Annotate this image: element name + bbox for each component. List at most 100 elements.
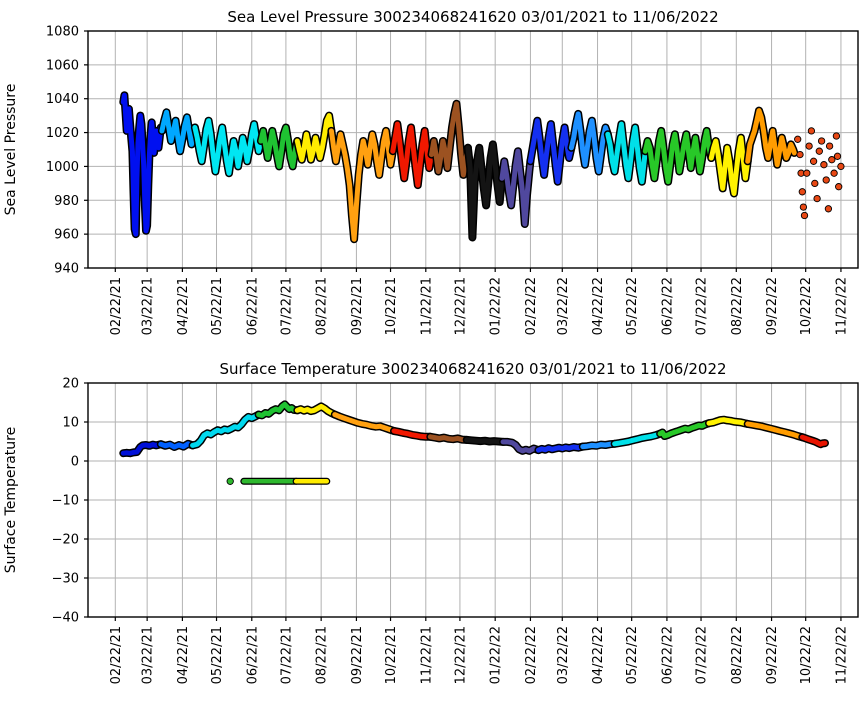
x-tick-label: 05/22/21 (210, 626, 225, 684)
series-segment-aug-2022 (706, 417, 751, 427)
data-point-oct-nov-2022-sparse (796, 150, 804, 159)
series-segment-jun-jul-2022 (642, 128, 714, 185)
series-segment-mar-2021 (120, 441, 164, 456)
series-segment-may-2022 (605, 121, 648, 185)
y-tick-label: −10 (52, 494, 79, 509)
y-tick-label: −30 (52, 572, 79, 587)
data-point-oct-nov-2022-sparse (824, 205, 833, 213)
series-segment-feb-2022 (500, 439, 541, 454)
series-segment-apr-2022 (580, 441, 618, 450)
y-tick-label: 1040 (46, 92, 79, 107)
series-segment-sep-oct-2021 (332, 412, 397, 434)
x-tick-label: 02/22/21 (109, 277, 124, 335)
data-point-oct-nov-2022-sparse (832, 132, 841, 140)
data-point-oct-nov-2022-sparse (807, 127, 816, 135)
series-segment-sep-oct-2021 (328, 128, 396, 242)
x-tick-label: 08/22/21 (315, 626, 330, 684)
data-point-flat-minus5-lone-dot (226, 477, 234, 485)
data-point-oct-nov-2022-sparse (811, 179, 819, 188)
series-segment-mar-2022 (527, 118, 574, 185)
chart-title: Surface Temperature 300234068241620 03/0… (219, 360, 726, 378)
series-segment-aug-2021 (294, 403, 338, 418)
data-point-oct-nov-2022-sparse (799, 203, 808, 211)
y-tick-label: 940 (54, 262, 79, 277)
y-tick-label: −20 (52, 533, 79, 548)
y-tick-label: 10 (62, 416, 79, 431)
x-tick-label: 08/22/22 (730, 626, 745, 684)
y-tick-label: 0 (71, 455, 79, 470)
x-tick-label: 02/22/21 (109, 626, 124, 684)
series-segment-jul-2021 (258, 125, 300, 169)
x-tick-label: 12/22/21 (453, 626, 468, 684)
x-tick-label: 11/22/22 (834, 626, 849, 684)
series-segment-may-2022 (612, 431, 663, 447)
x-tick-label: 04/22/21 (176, 626, 191, 684)
y-tick-label: 960 (54, 228, 79, 243)
chart-title: Sea Level Pressure 300234068241620 03/01… (227, 8, 718, 26)
x-tick-label: 06/22/22 (660, 277, 675, 335)
y-tick-label: 1060 (46, 58, 79, 73)
data-point-oct-nov-2022-sparse (813, 194, 821, 203)
data-point-oct-nov-2022-sparse (800, 211, 809, 220)
chart-sea-level-pressure: 940 960 980 1000 1020 1040 1060 1080 02/22/21 03/… (3, 8, 859, 335)
x-tick-label: 04/22/21 (176, 277, 191, 335)
x-tick-label: 12/22/21 (453, 277, 468, 335)
series-segment-dec-2021 (427, 434, 470, 443)
series-segment-apr-2021 (158, 441, 196, 450)
x-tick-label: 08/22/22 (730, 277, 745, 335)
y-tick-label: −40 (52, 611, 79, 626)
series-segment-mar-2022 (535, 444, 586, 453)
x-tick-label: 05/22/22 (625, 277, 640, 335)
data-point-oct-nov-2022-sparse (828, 156, 836, 164)
series-segment-mar-2021 (120, 92, 165, 237)
series-segment-jul-2021 (256, 401, 300, 418)
y-tick-label: 1020 (46, 126, 79, 141)
y-tick-label: 1000 (46, 160, 79, 175)
x-tick-label: 01/22/22 (489, 277, 504, 335)
data-point-oct-nov-2022-sparse (825, 142, 834, 150)
x-tick-label: 02/22/22 (524, 277, 539, 335)
x-tick-label: 07/22/22 (695, 277, 710, 335)
data-point-oct-nov-2022-sparse (822, 176, 830, 184)
data-point-oct-nov-2022-sparse (809, 157, 818, 165)
data-point-oct-nov-2022-sparse (815, 147, 823, 155)
series-segment-jun-jul-2022 (657, 420, 712, 439)
series-segment-aug-2022 (708, 135, 751, 196)
plot-frame (87, 30, 859, 269)
series-segment-dec-2021 (429, 101, 471, 178)
series-segment-jan-2022 (464, 437, 506, 445)
data-point-oct-nov-2022-sparse (833, 152, 842, 160)
series-segment-oct-nov-2022 (799, 434, 828, 447)
x-tick-label: 11/22/22 (834, 277, 849, 335)
x-tick-label: 03/22/21 (141, 277, 156, 335)
series-segment-apr-2022 (568, 111, 611, 174)
data-point-oct-nov-2022-sparse (798, 188, 806, 196)
series-segment-oct-nov-2021 (390, 121, 434, 188)
x-tick-label: 09/22/22 (765, 626, 780, 684)
x-tick-label: 07/22/21 (279, 277, 294, 335)
series-segment-feb-2022 (499, 148, 533, 227)
x-tick-label: 05/22/22 (625, 626, 640, 684)
series-segment-apr-2021 (159, 109, 198, 154)
data-point-oct-nov-2022-sparse (837, 162, 845, 171)
series-segment-oct-nov-2021 (391, 428, 433, 440)
x-tick-label: 06/22/22 (660, 626, 675, 684)
x-tick-label: 02/22/22 (524, 626, 539, 684)
data-point-oct-nov-2022-sparse (835, 183, 843, 191)
y-axis-label: Surface Temperature (3, 427, 19, 573)
x-tick-label: 09/22/21 (350, 277, 365, 335)
x-tick-label: 07/22/21 (279, 626, 294, 684)
series-segment-sep-2022 (745, 421, 805, 440)
x-tick-label: 11/22/21 (419, 626, 434, 684)
series-segment-may-jun-2021 (190, 412, 262, 448)
x-tick-label: 10/22/21 (384, 626, 399, 684)
x-tick-label: 09/22/22 (765, 277, 780, 335)
series-segment-may-jun-2021 (192, 118, 264, 176)
x-tick-label: 03/22/22 (556, 277, 571, 335)
data-point-oct-nov-2022-sparse (805, 142, 813, 150)
y-tick-label: 1080 (46, 25, 79, 40)
x-tick-label: 06/22/21 (245, 277, 260, 335)
data-point-oct-nov-2022-sparse (817, 137, 826, 145)
